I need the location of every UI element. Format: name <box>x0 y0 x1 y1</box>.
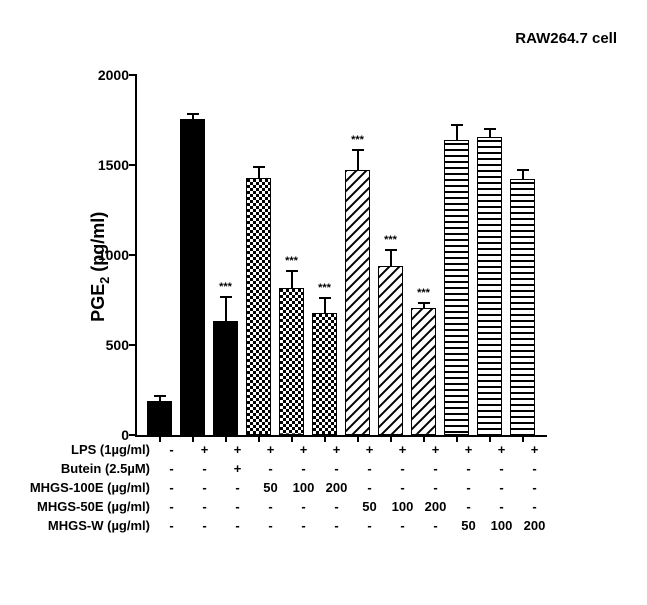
table-cell: - <box>155 499 188 514</box>
table-cell: - <box>320 518 353 533</box>
bar <box>378 266 403 435</box>
table-cell: - <box>155 461 188 476</box>
table-cell: - <box>320 461 353 476</box>
table-cell: + <box>518 442 551 457</box>
table-cell: + <box>221 461 254 476</box>
row-label: Butein (2.5µM) <box>20 461 155 476</box>
significance-marker: *** <box>285 255 298 267</box>
table-cell: 50 <box>353 499 386 514</box>
table-cell: - <box>188 499 221 514</box>
table-cell: - <box>485 499 518 514</box>
table-cell: - <box>221 518 254 533</box>
significance-marker: *** <box>384 234 397 246</box>
significance-marker: *** <box>219 281 232 293</box>
table-cell: - <box>518 461 551 476</box>
table-cell: - <box>254 499 287 514</box>
table-cell: - <box>353 480 386 495</box>
table-cell: - <box>485 461 518 476</box>
chart-title: RAW264.7 cell <box>515 30 617 47</box>
table-cell: - <box>155 442 188 457</box>
table-cell: - <box>287 499 320 514</box>
table-cell: + <box>221 442 254 457</box>
significance-marker: *** <box>417 287 430 299</box>
bar <box>213 321 238 435</box>
table-cell: + <box>353 442 386 457</box>
table-cell: - <box>254 518 287 533</box>
table-cell: - <box>188 480 221 495</box>
chart-container: RAW264.7 cell PGE2 (pg/ml) 0500100015002… <box>20 20 647 585</box>
bar <box>279 288 304 435</box>
table-cell: 50 <box>254 480 287 495</box>
table-cell: - <box>353 461 386 476</box>
table-cell: 200 <box>419 499 452 514</box>
table-row: MHGS-50E (µg/ml)------50100200--- <box>20 497 570 516</box>
bar <box>345 170 370 436</box>
table-cell: - <box>452 480 485 495</box>
y-tick-label: 2000 <box>79 67 129 83</box>
table-cell: - <box>518 480 551 495</box>
table-cell: - <box>419 461 452 476</box>
table-cell: - <box>155 518 188 533</box>
table-cell: 50 <box>452 518 485 533</box>
y-tick-label: 500 <box>79 337 129 353</box>
bar <box>180 119 205 435</box>
table-cell: + <box>386 442 419 457</box>
table-cell: + <box>485 442 518 457</box>
table-cell: - <box>254 461 287 476</box>
table-cell: - <box>386 480 419 495</box>
bar <box>444 140 469 435</box>
table-cell: - <box>419 480 452 495</box>
table-cell: + <box>320 442 353 457</box>
table-cell: + <box>419 442 452 457</box>
table-cell: - <box>287 518 320 533</box>
table-cell: - <box>188 461 221 476</box>
table-cell: - <box>287 461 320 476</box>
table-cell: - <box>452 499 485 514</box>
table-cell: - <box>155 480 188 495</box>
table-row: MHGS-100E (µg/ml)---50100200------ <box>20 478 570 497</box>
bar <box>510 179 535 436</box>
row-label: MHGS-W (µg/ml) <box>20 518 155 533</box>
table-cell: + <box>452 442 485 457</box>
table-cell: - <box>320 499 353 514</box>
treatment-table: LPS (1µg/ml)-+++++++++++Butein (2.5µM)--… <box>20 440 570 535</box>
table-cell: 100 <box>485 518 518 533</box>
bar <box>147 401 172 435</box>
bar <box>312 313 337 435</box>
table-cell: 200 <box>518 518 551 533</box>
row-label: MHGS-50E (µg/ml) <box>20 499 155 514</box>
significance-marker: *** <box>351 134 364 146</box>
table-cell: - <box>518 499 551 514</box>
table-cell: + <box>188 442 221 457</box>
table-cell: - <box>386 461 419 476</box>
table-cell: + <box>287 442 320 457</box>
y-axis-label: PGE2 (pg/ml) <box>88 207 112 327</box>
y-tick-label: 1500 <box>79 157 129 173</box>
table-cell: - <box>221 480 254 495</box>
table-cell: - <box>485 480 518 495</box>
plot-area: 0500100015002000****************** <box>135 75 547 437</box>
row-label: MHGS-100E (µg/ml) <box>20 480 155 495</box>
y-tick-label: 1000 <box>79 247 129 263</box>
table-cell: - <box>353 518 386 533</box>
table-cell: - <box>221 499 254 514</box>
row-label: LPS (1µg/ml) <box>20 442 155 457</box>
table-cell: 100 <box>287 480 320 495</box>
table-cell: 200 <box>320 480 353 495</box>
table-row: LPS (1µg/ml)-+++++++++++ <box>20 440 570 459</box>
table-row: Butein (2.5µM)--+--------- <box>20 459 570 478</box>
table-cell: - <box>452 461 485 476</box>
table-cell: 100 <box>386 499 419 514</box>
table-cell: - <box>386 518 419 533</box>
table-cell: - <box>188 518 221 533</box>
table-cell: + <box>254 442 287 457</box>
bar <box>477 137 502 435</box>
bar <box>246 178 271 435</box>
bar <box>411 308 436 435</box>
table-row: MHGS-W (µg/ml)---------50100200 <box>20 516 570 535</box>
table-cell: - <box>419 518 452 533</box>
significance-marker: *** <box>318 282 331 294</box>
